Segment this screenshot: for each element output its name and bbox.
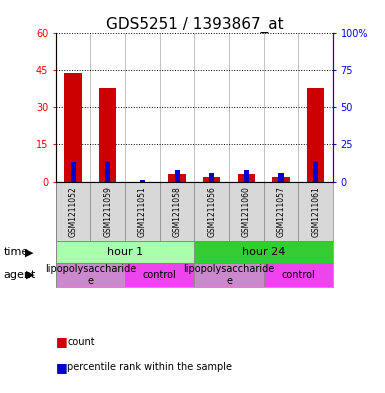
Bar [273, 176, 290, 182]
Text: ■: ■ [56, 361, 68, 374]
Text: hour 1: hour 1 [107, 247, 143, 257]
Bar [99, 88, 116, 182]
Text: GSM1211061: GSM1211061 [311, 186, 320, 237]
Bar [160, 182, 194, 241]
Text: hour 24: hour 24 [242, 247, 285, 257]
Text: count: count [67, 337, 95, 347]
Bar [244, 170, 249, 182]
Bar [70, 162, 76, 182]
Bar [194, 263, 264, 287]
Text: ▶: ▶ [26, 270, 35, 280]
Bar [194, 182, 229, 241]
Bar [229, 182, 264, 241]
Bar [194, 241, 333, 263]
Text: GSM1211058: GSM1211058 [172, 186, 182, 237]
Text: GSM1211052: GSM1211052 [69, 186, 78, 237]
Text: ■: ■ [56, 335, 68, 349]
Bar [56, 182, 90, 241]
Text: ▶: ▶ [25, 247, 33, 257]
Text: control: control [281, 270, 315, 280]
Bar [203, 176, 220, 182]
Bar [313, 161, 318, 182]
Bar [209, 173, 214, 182]
Bar [125, 182, 160, 241]
Text: lipopolysaccharide
e: lipopolysaccharide e [183, 264, 275, 286]
Bar [125, 263, 194, 287]
Bar [307, 88, 324, 182]
Bar [169, 174, 186, 182]
Text: time: time [4, 247, 29, 257]
Bar [140, 180, 145, 182]
Bar [105, 161, 110, 182]
Bar [278, 173, 284, 182]
Bar [298, 182, 333, 241]
Text: GSM1211059: GSM1211059 [103, 186, 112, 237]
Bar [174, 170, 180, 182]
Text: GSM1211057: GSM1211057 [276, 186, 286, 237]
Bar [238, 174, 255, 182]
Bar [264, 182, 298, 241]
Bar [56, 241, 194, 263]
Bar [56, 263, 125, 287]
Bar [64, 73, 82, 182]
Text: GSM1211056: GSM1211056 [207, 186, 216, 237]
Title: GDS5251 / 1393867_at: GDS5251 / 1393867_at [105, 17, 283, 33]
Bar [90, 182, 125, 241]
Text: lipopolysaccharide
e: lipopolysaccharide e [45, 264, 136, 286]
Text: percentile rank within the sample: percentile rank within the sample [67, 362, 233, 373]
Text: control: control [143, 270, 177, 280]
Bar [264, 263, 333, 287]
Text: agent: agent [4, 270, 36, 280]
Text: GSM1211060: GSM1211060 [242, 186, 251, 237]
Text: GSM1211051: GSM1211051 [138, 186, 147, 237]
